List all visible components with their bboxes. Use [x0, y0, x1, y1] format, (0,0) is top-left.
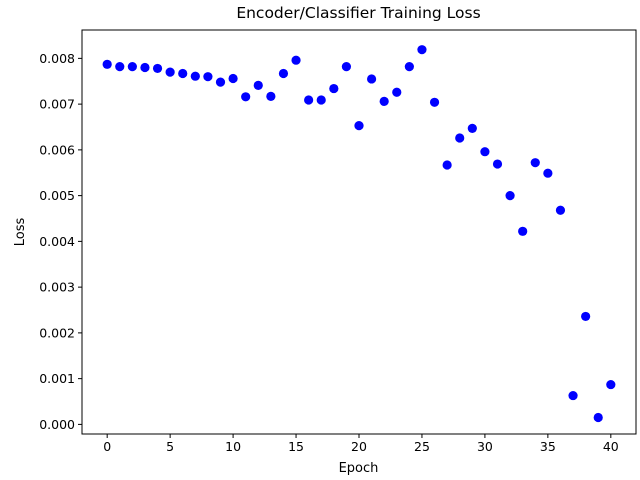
x-tick-label: 25: [414, 439, 430, 454]
data-point: [366, 74, 377, 84]
x-tick-label: 20: [351, 439, 367, 454]
data-point: [354, 121, 364, 131]
data-point: [127, 62, 137, 72]
data-point: [392, 87, 402, 97]
x-tick-label: 15: [288, 439, 304, 454]
y-tick-label: 0.004: [39, 234, 75, 249]
data-point: [455, 133, 465, 143]
x-tick-label: 5: [166, 439, 174, 454]
data-point: [581, 311, 591, 322]
data-point: [543, 168, 553, 178]
data-point: [341, 62, 352, 72]
data-point: [530, 158, 540, 168]
x-axis-label: Epoch: [339, 461, 379, 476]
y-axis-ticks: 0.000 0.001 0.002 0.003 0.004 0.005 0.006 0.007…: [39, 51, 82, 432]
data-point: [518, 226, 528, 236]
y-tick-label: 0.000: [39, 417, 75, 432]
data-point: [304, 95, 314, 105]
data-point: [505, 191, 515, 201]
y-tick-label: 0.005: [39, 188, 75, 203]
data-point: [291, 55, 301, 65]
data-point: [316, 95, 326, 105]
data-point: [102, 59, 112, 69]
data-point: [467, 123, 477, 133]
data-point: [568, 390, 578, 401]
data-point: [379, 96, 389, 106]
data-point: [278, 68, 289, 79]
data-point: [593, 412, 603, 423]
data-point: [480, 147, 490, 157]
x-tick-label: 30: [477, 439, 493, 454]
data-point: [266, 91, 276, 101]
y-tick-label: 0.001: [39, 371, 75, 386]
y-tick-label: 0.003: [39, 280, 75, 295]
y-tick-label: 0.002: [39, 325, 75, 340]
data-point: [404, 62, 414, 72]
data-point: [115, 62, 125, 72]
data-point: [165, 67, 175, 77]
data-point: [190, 71, 200, 81]
data-point: [253, 80, 263, 90]
data-point: [329, 83, 339, 94]
x-tick-label: 35: [540, 439, 556, 454]
data-point: [178, 68, 188, 79]
x-axis-ticks: 0 5 10 15 20 25 30 35 40: [103, 434, 619, 454]
chart-title: Encoder/Classifier Training Loss: [236, 4, 480, 22]
plot-area: [102, 45, 616, 423]
y-tick-label: 0.007: [39, 97, 75, 112]
y-tick-label: 0.006: [39, 142, 75, 157]
data-point: [417, 45, 427, 55]
data-point: [203, 72, 213, 82]
data-point: [215, 77, 226, 87]
data-point: [152, 63, 163, 74]
data-point: [140, 62, 150, 73]
data-point: [429, 97, 440, 107]
data-point: [555, 205, 566, 215]
y-tick-label: 0.008: [39, 51, 75, 66]
x-tick-label: 10: [225, 439, 241, 454]
y-axis-label: Loss: [13, 218, 28, 247]
data-point: [606, 379, 616, 390]
data-point: [228, 73, 238, 84]
x-tick-label: 0: [103, 439, 111, 454]
data-point: [241, 92, 251, 102]
x-tick-label: 40: [603, 439, 619, 454]
data-point: [492, 159, 503, 169]
data-point: [442, 160, 452, 170]
